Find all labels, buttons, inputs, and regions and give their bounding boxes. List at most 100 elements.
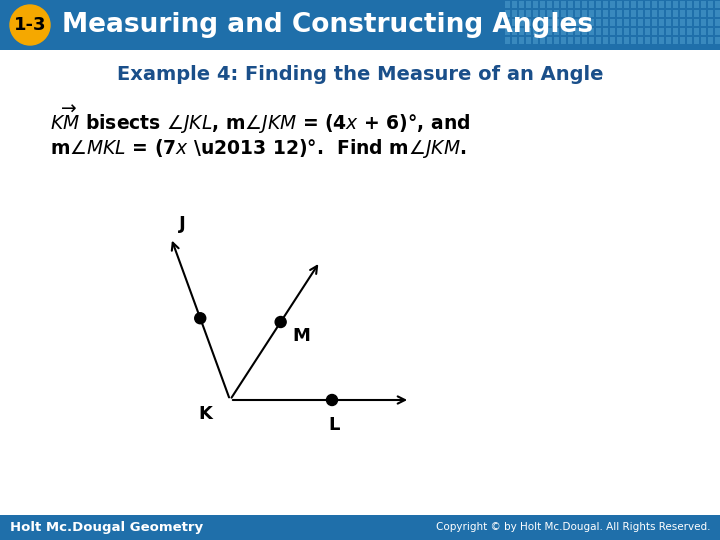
Bar	[561, 37, 566, 44]
Bar	[708, 28, 713, 35]
Text: K: K	[198, 405, 212, 423]
Bar	[540, 19, 545, 26]
Bar	[505, 19, 510, 26]
Bar	[575, 37, 580, 44]
Bar	[694, 19, 699, 26]
Circle shape	[326, 395, 338, 406]
Circle shape	[10, 5, 50, 45]
Bar	[638, 37, 643, 44]
Bar	[680, 10, 685, 17]
Bar	[540, 10, 545, 17]
Bar	[624, 1, 629, 8]
Text: $\overrightarrow{KM}$ bisects $\angle$$JKL$, m$\angle$$JKM$ = (4$x$ + 6)°, and: $\overrightarrow{KM}$ bisects $\angle$$J…	[50, 104, 470, 136]
Text: Holt Mc.Dougal Geometry: Holt Mc.Dougal Geometry	[10, 521, 203, 534]
Bar	[715, 10, 720, 17]
Bar	[701, 37, 706, 44]
Bar	[624, 10, 629, 17]
Bar	[715, 28, 720, 35]
Bar	[638, 1, 643, 8]
Text: Example 4: Finding the Measure of an Angle: Example 4: Finding the Measure of an Ang…	[117, 65, 603, 84]
Bar	[694, 10, 699, 17]
Bar	[624, 28, 629, 35]
Bar	[645, 28, 650, 35]
Bar	[575, 1, 580, 8]
Bar	[617, 37, 622, 44]
Bar	[645, 19, 650, 26]
Bar	[540, 28, 545, 35]
Bar	[519, 1, 524, 8]
Bar	[694, 37, 699, 44]
Bar	[638, 10, 643, 17]
Bar	[568, 19, 573, 26]
Bar	[568, 37, 573, 44]
Bar	[673, 10, 678, 17]
Text: Measuring and Constructing Angles: Measuring and Constructing Angles	[62, 12, 593, 38]
Bar	[687, 37, 692, 44]
Bar	[610, 10, 615, 17]
Bar	[561, 19, 566, 26]
Bar	[673, 19, 678, 26]
Bar	[715, 37, 720, 44]
Bar	[512, 1, 517, 8]
Bar	[505, 37, 510, 44]
Bar	[715, 1, 720, 8]
Bar	[533, 28, 538, 35]
Bar	[708, 10, 713, 17]
Bar	[568, 10, 573, 17]
Bar	[617, 28, 622, 35]
Bar	[547, 28, 552, 35]
Bar	[526, 19, 531, 26]
Bar	[589, 37, 594, 44]
Bar	[708, 19, 713, 26]
Bar	[519, 37, 524, 44]
Bar	[526, 28, 531, 35]
Bar	[512, 37, 517, 44]
Bar	[708, 1, 713, 8]
Bar	[533, 1, 538, 8]
Bar	[680, 19, 685, 26]
Text: 1-3: 1-3	[14, 16, 46, 34]
Bar	[680, 28, 685, 35]
Bar	[533, 19, 538, 26]
Bar	[519, 10, 524, 17]
Bar	[617, 19, 622, 26]
Bar	[610, 1, 615, 8]
Bar	[582, 19, 587, 26]
Bar	[512, 10, 517, 17]
Bar	[533, 37, 538, 44]
Circle shape	[275, 316, 286, 327]
Bar	[652, 19, 657, 26]
Bar	[701, 1, 706, 8]
Bar	[575, 19, 580, 26]
Bar	[610, 19, 615, 26]
Bar	[624, 37, 629, 44]
Bar	[659, 10, 664, 17]
Bar	[582, 10, 587, 17]
Bar	[540, 37, 545, 44]
Bar	[631, 37, 636, 44]
Bar	[680, 37, 685, 44]
Bar	[652, 37, 657, 44]
Bar	[505, 1, 510, 8]
Bar	[617, 1, 622, 8]
Bar	[687, 28, 692, 35]
Bar	[680, 1, 685, 8]
Bar	[666, 28, 671, 35]
Text: Copyright © by Holt Mc.Dougal. All Rights Reserved.: Copyright © by Holt Mc.Dougal. All Right…	[436, 523, 710, 532]
Bar	[554, 1, 559, 8]
Bar	[596, 1, 601, 8]
Bar	[526, 37, 531, 44]
Bar	[652, 28, 657, 35]
Bar	[0, 0, 720, 50]
Bar	[631, 1, 636, 8]
Bar	[701, 19, 706, 26]
Bar	[652, 10, 657, 17]
Bar	[603, 19, 608, 26]
Bar	[603, 1, 608, 8]
Bar	[666, 19, 671, 26]
Bar	[547, 19, 552, 26]
Bar	[666, 1, 671, 8]
Bar	[540, 1, 545, 8]
Bar	[547, 1, 552, 8]
Bar	[0, 515, 720, 540]
